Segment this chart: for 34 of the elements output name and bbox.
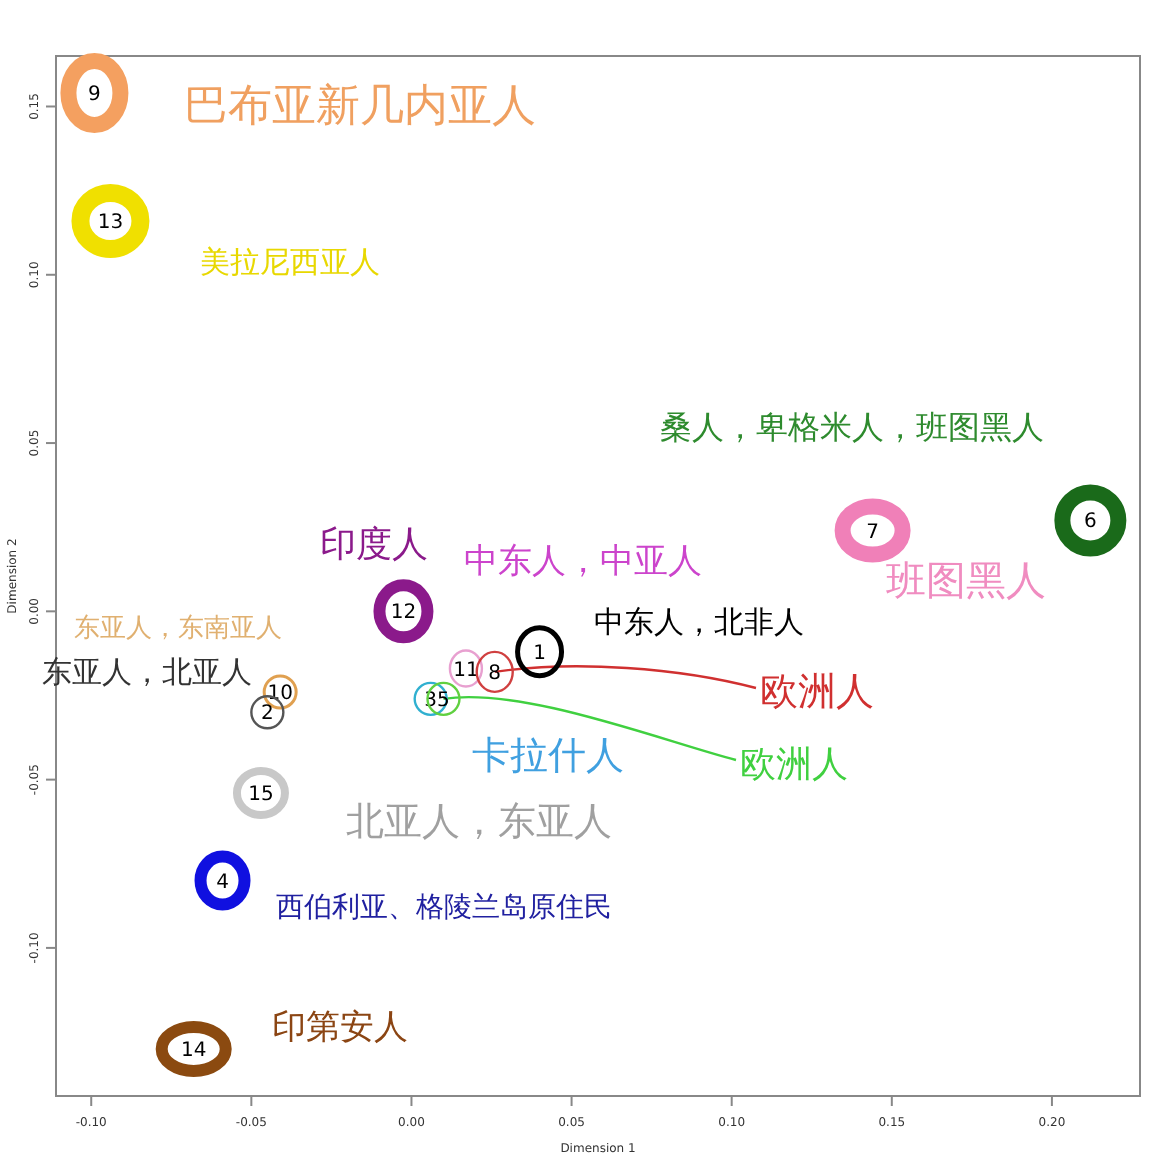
point <box>60 53 129 134</box>
annotation: 桑人，卑格米人，班图黑人 <box>660 408 1044 446</box>
annotation: 班图黑人 <box>886 556 1046 604</box>
series-label: 1 <box>533 642 546 665</box>
annotation: 巴布亚新几内亚人 <box>184 82 536 132</box>
annotation: 西伯利亚、格陵兰岛原住民 <box>276 892 612 924</box>
series-label: 14 <box>180 1039 207 1062</box>
annotation: 欧洲人 <box>760 670 874 714</box>
annotation: 东亚人，东南亚人 <box>74 614 282 644</box>
annotation: 印度人 <box>320 524 428 566</box>
series-label: 13 <box>97 211 124 234</box>
point <box>1054 484 1127 557</box>
annotation: 美拉尼西亚人 <box>200 244 380 280</box>
series-label: 8 <box>488 662 502 685</box>
series-label: 15 <box>248 784 274 807</box>
point <box>194 850 251 911</box>
series-label: 2 <box>260 703 274 726</box>
point <box>71 183 150 258</box>
series-label: 11 <box>453 659 479 682</box>
point <box>155 1020 232 1077</box>
annotation: 中东人，北非人 <box>594 604 804 640</box>
series-label: 4 <box>216 871 229 894</box>
annotation: 印第安人 <box>272 1008 408 1048</box>
series-label: 6 <box>1083 511 1097 534</box>
annotation: 卡拉什人 <box>472 734 624 778</box>
series-label: 12 <box>390 602 417 625</box>
point <box>515 625 565 679</box>
annotation: 欧洲人 <box>740 744 848 786</box>
point <box>373 579 434 644</box>
series-label: 9 <box>88 84 101 107</box>
series-label: 7 <box>866 521 879 544</box>
annotation: 中东人，中亚人 <box>464 542 702 582</box>
annotation: 北亚人，东亚人 <box>346 800 612 844</box>
point <box>834 498 911 563</box>
